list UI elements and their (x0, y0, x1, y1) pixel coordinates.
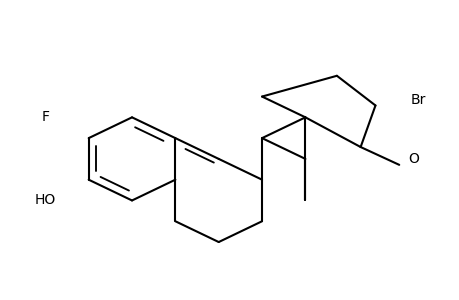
Text: Br: Br (410, 92, 425, 106)
Text: HO: HO (34, 194, 56, 208)
Text: O: O (407, 152, 418, 166)
Text: F: F (41, 110, 49, 124)
